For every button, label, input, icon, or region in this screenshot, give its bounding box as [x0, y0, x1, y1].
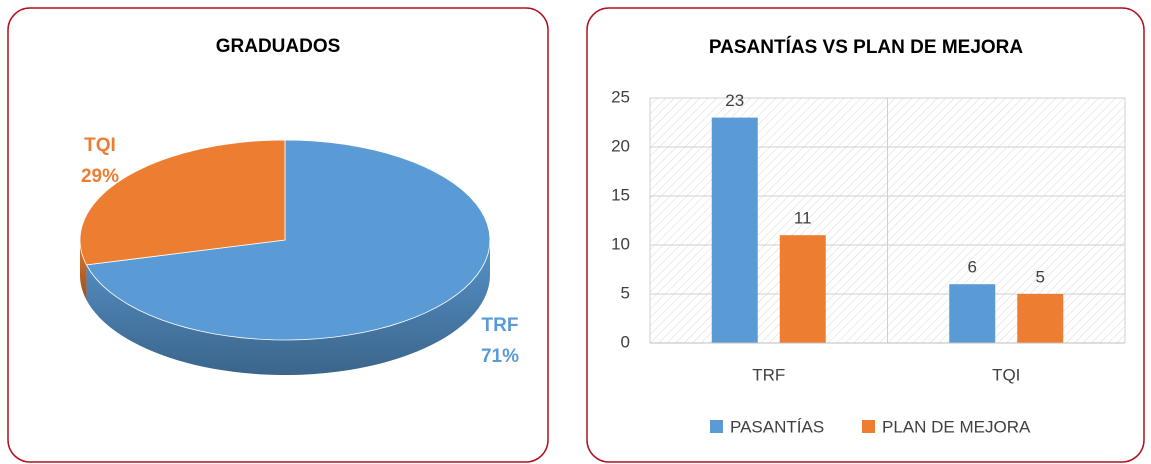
bar: [1017, 294, 1064, 343]
data-label: 71%: [481, 346, 519, 367]
legend-swatch: [862, 420, 875, 433]
legend-label: PLAN DE MEJORA: [882, 417, 1031, 436]
chart-title: PASANTÍAS VS PLAN DE MEJORA: [709, 36, 1024, 58]
x-tick-label: TRF: [752, 365, 785, 384]
bar: [779, 235, 826, 343]
bar: [711, 117, 758, 343]
y-tick-label: 15: [611, 185, 630, 204]
data-label: 6: [968, 258, 977, 277]
data-label: 5: [1036, 267, 1045, 286]
data-label: 29%: [81, 166, 119, 187]
data-label: TQI: [84, 135, 116, 156]
y-tick-label: 20: [611, 136, 630, 155]
y-tick-label: 25: [611, 87, 630, 106]
data-label: 11: [794, 209, 812, 228]
pie-slice: [85, 139, 491, 341]
pie-side-shade: [86, 240, 490, 375]
bar: [949, 284, 996, 343]
legend-swatch: [710, 420, 723, 433]
y-tick-label: 10: [611, 234, 630, 253]
legend-label: PASANTÍAS: [730, 417, 824, 436]
chart-title: GRADUADOS: [216, 36, 341, 57]
y-tick-label: 0: [621, 332, 630, 351]
y-tick-label: 5: [621, 283, 630, 302]
pie-slice: [79, 139, 286, 266]
pie-side-shade: [80, 240, 87, 300]
x-tick-label: TQI: [992, 365, 1020, 384]
data-label: TRF: [482, 315, 519, 336]
data-label: 23: [725, 91, 744, 110]
